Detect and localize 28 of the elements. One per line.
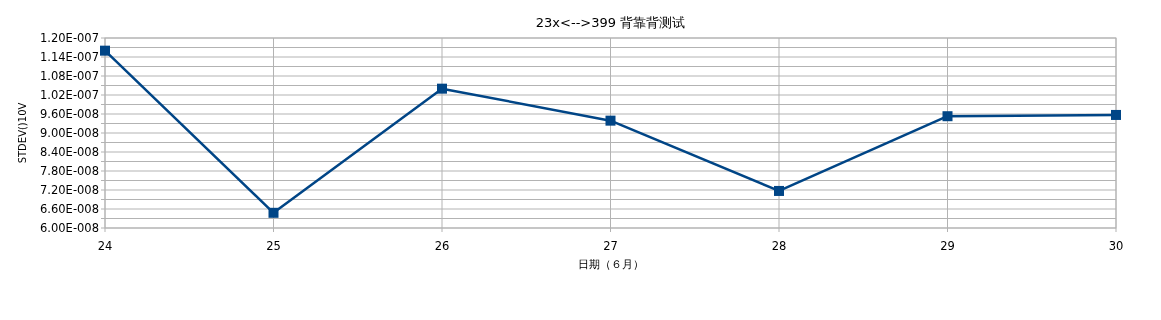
point — [100, 45, 110, 56]
point — [942, 111, 953, 122]
point — [605, 115, 616, 126]
point — [1111, 109, 1121, 120]
x-tick-label: 25 — [266, 239, 281, 253]
y-tick-label: 1.08E-007 — [40, 69, 99, 83]
x-tick-label: 26 — [434, 239, 450, 253]
x-axis-title: 日期（６月） — [577, 258, 644, 271]
x-tick-label: 27 — [603, 239, 618, 253]
y-tick-label: 1.02E-007 — [40, 88, 99, 102]
y-tick-label: 7.80E-008 — [40, 164, 99, 178]
x-tick-label: 30 — [1108, 239, 1124, 253]
y-tick-label: 6.60E-008 — [40, 202, 99, 216]
x-tick-label: 29 — [940, 239, 955, 253]
chart-title: 23x<-->399 背靠背测试 — [535, 15, 686, 30]
y-tick-label: 1.14E-007 — [40, 50, 99, 64]
x-tick-label: 24 — [97, 239, 113, 253]
y-tick-label: 6.00E-008 — [40, 221, 99, 235]
y-tick-label: 7.20E-008 — [40, 183, 99, 197]
point — [437, 83, 447, 94]
point — [268, 207, 279, 218]
y-tick-label: 8.40E-008 — [40, 145, 99, 159]
y-tick-label: 1.20E-007 — [40, 31, 99, 45]
x-tick-label: 28 — [771, 239, 787, 253]
y-axis-title: STDEV()10V — [17, 102, 28, 164]
y-tick-label: 9.00E-008 — [40, 126, 99, 140]
y-tick-label: 9.60E-008 — [40, 107, 99, 121]
point — [774, 185, 784, 196]
